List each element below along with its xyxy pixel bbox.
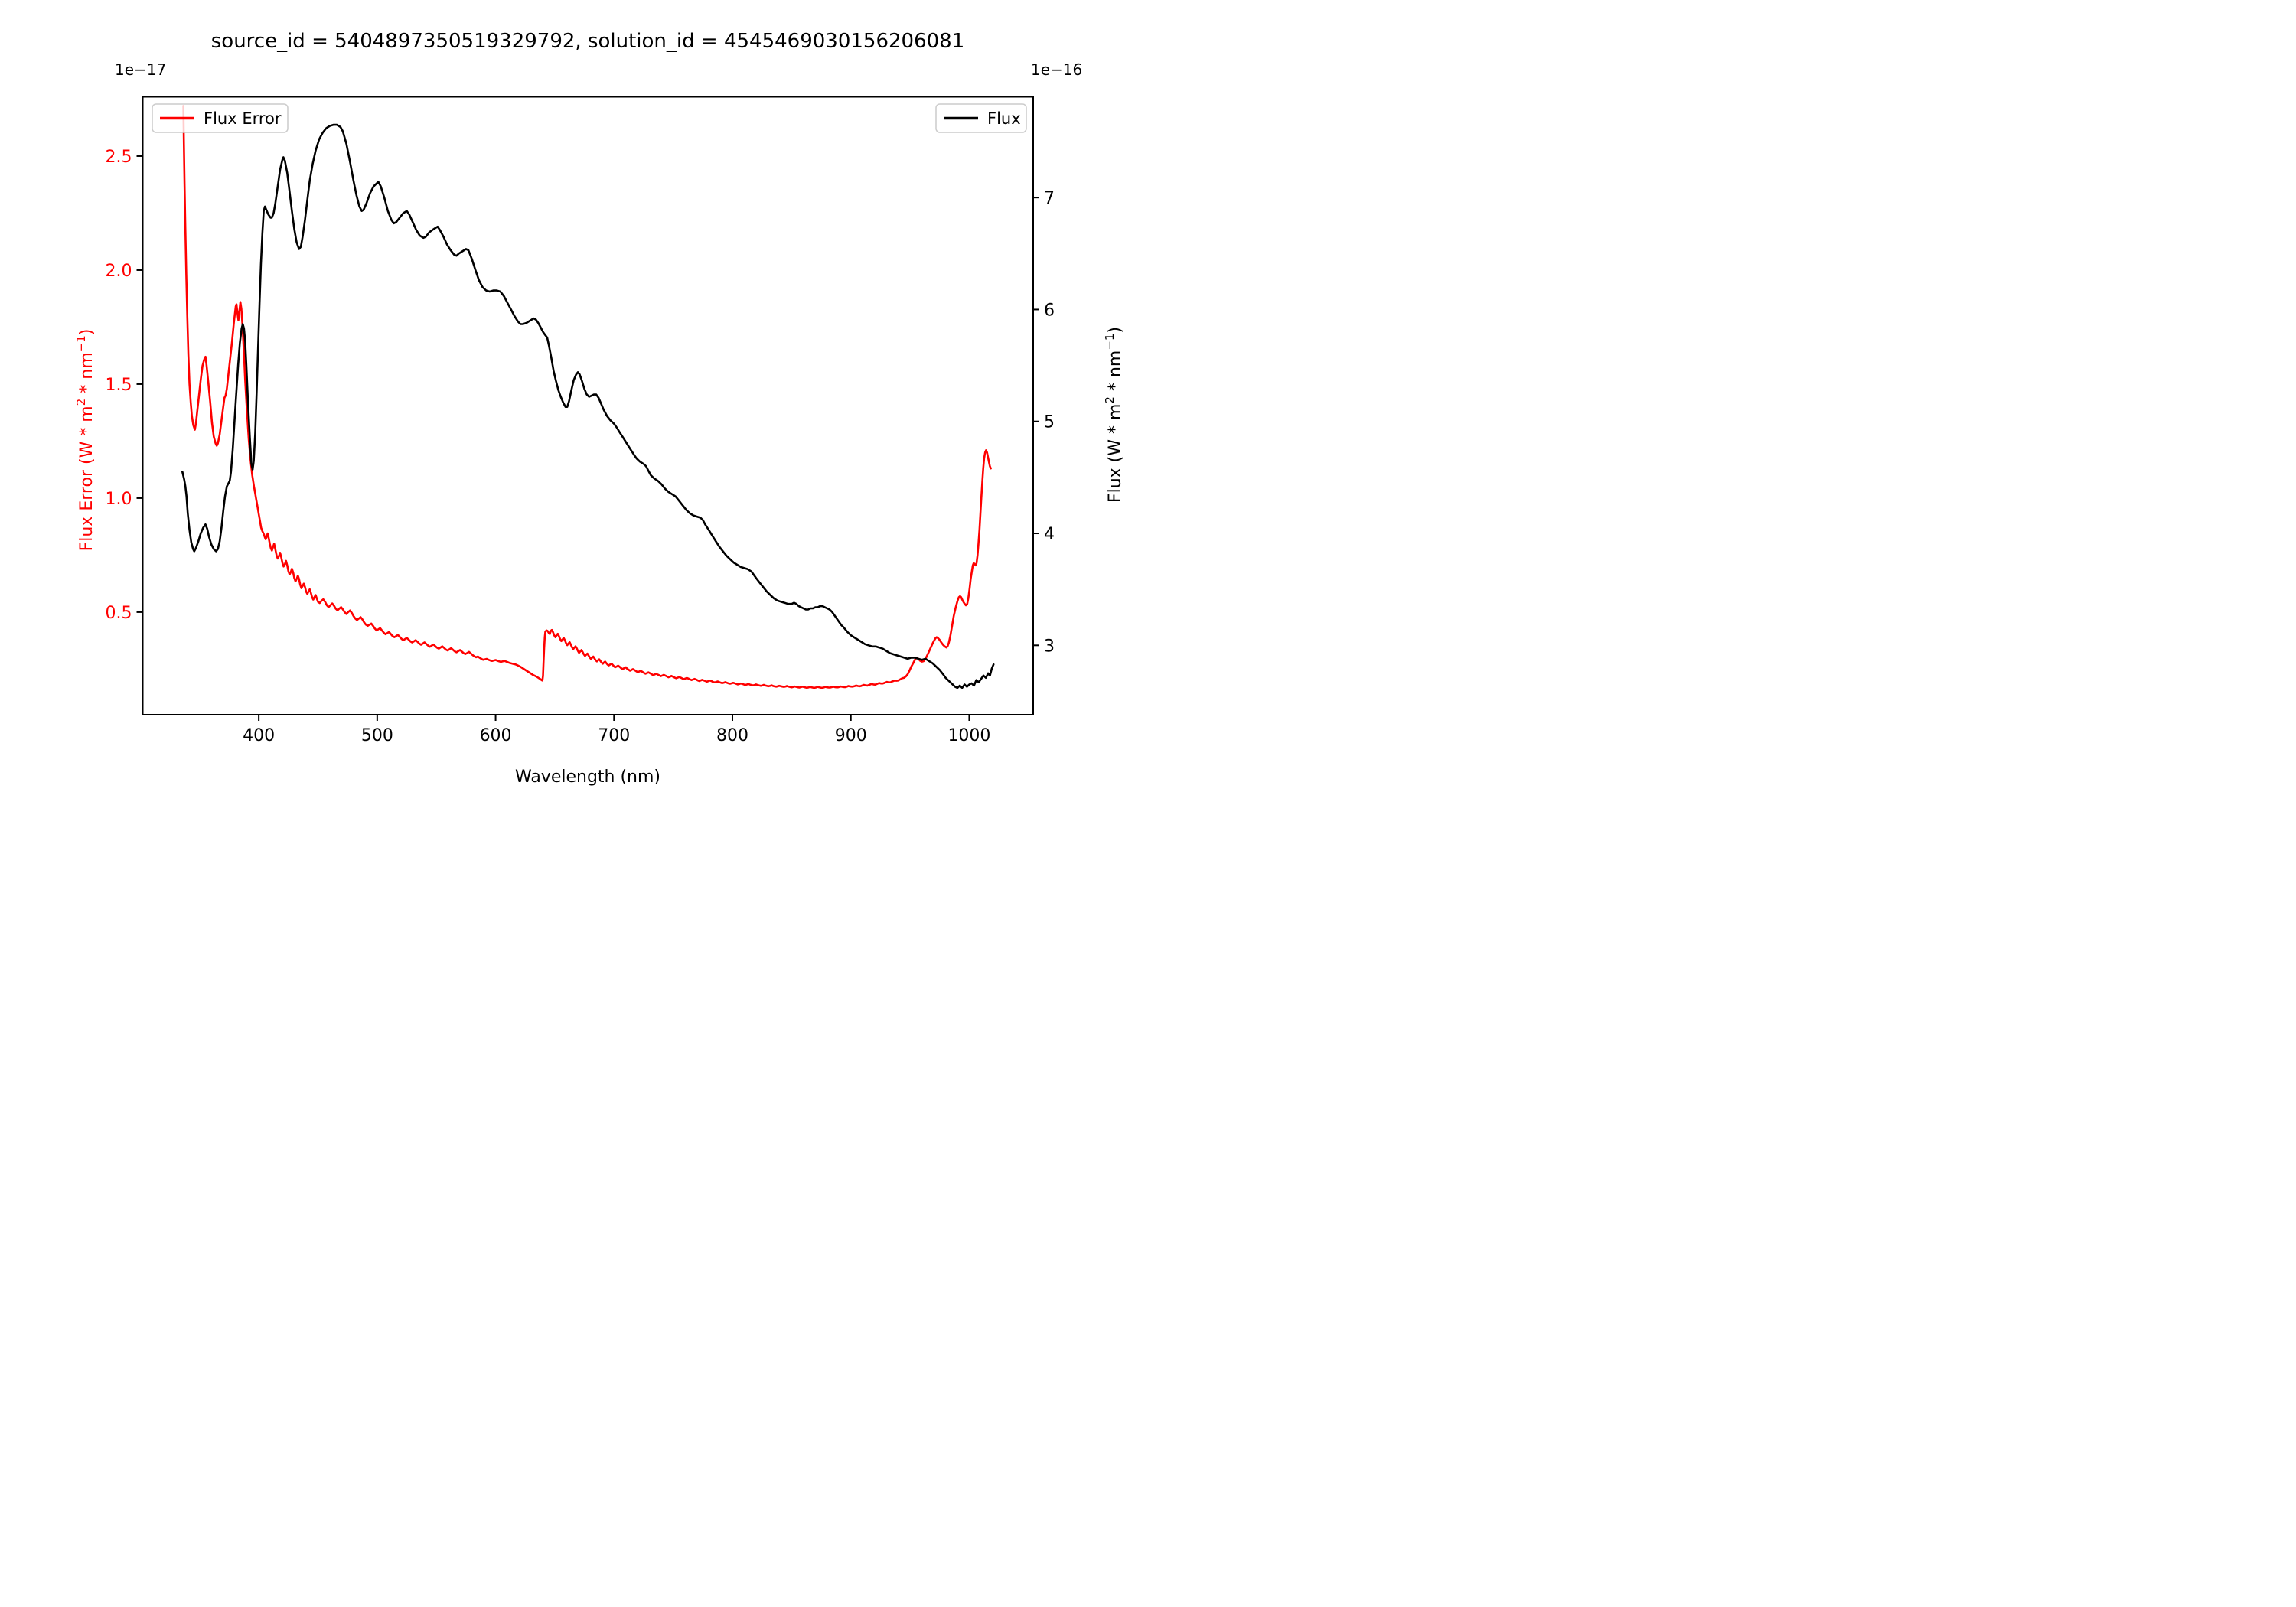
spectrum-chart: 400 500 600 700 800 900 1000 0.5 1.0 1.5 2.0 2.5 3 4 5… [74, 30, 1125, 787]
left-tick-label: 2.0 [106, 262, 132, 281]
right-tick-label: 6 [1044, 301, 1055, 320]
flux-line [181, 123, 995, 689]
legends-layer: Flux Error Flux [152, 103, 1027, 133]
left-tick-label: 1.5 [106, 376, 132, 395]
right-tick-label: 3 [1044, 637, 1055, 656]
plot-frame [142, 96, 1034, 715]
right-axis-label: Flux (W * m2 * nm−1) [1103, 327, 1125, 503]
left-tick-label: 2.5 [106, 148, 132, 167]
right-tick-label: 4 [1044, 525, 1055, 544]
right-tick-label: 5 [1044, 413, 1055, 432]
curves-layer [181, 105, 995, 689]
figure: 400 500 600 700 800 900 1000 0.5 1.0 1.5 2.0 2.5 3 4 5… [0, 0, 1148, 804]
left-axis-label: Flux Error (W * m2 * nm−1) [74, 329, 96, 552]
right-axis-offset-label: 1e−16 [1031, 60, 1082, 79]
legend-flux-error-label: Flux Error [204, 109, 282, 128]
x-tick-label: 500 [361, 726, 393, 745]
legend-flux-label: Flux [987, 109, 1021, 128]
x-tick-label: 600 [480, 726, 512, 745]
x-tick-label: 700 [598, 726, 630, 745]
right-tick-label: 7 [1044, 189, 1055, 208]
x-tick-label: 1000 [947, 726, 990, 745]
left-axis-offset-label: 1e−17 [115, 60, 166, 79]
x-tick-label: 400 [243, 726, 275, 745]
axes-layer: 400 500 600 700 800 900 1000 0.5 1.0 1.5 2.0 2.5 3 4 5… [106, 96, 1055, 745]
left-tick-label: 0.5 [106, 604, 132, 623]
x-axis-label: Wavelength (nm) [515, 768, 660, 787]
chart-title: source_id = 5404897350519329792, solutio… [211, 30, 965, 53]
legend-flux-box [935, 103, 1027, 133]
x-tick-label: 900 [835, 726, 867, 745]
legend-flux-error-box [152, 103, 289, 133]
x-tick-label: 800 [716, 726, 748, 745]
flux-error-line [182, 105, 992, 689]
left-tick-label: 1.0 [106, 490, 132, 509]
